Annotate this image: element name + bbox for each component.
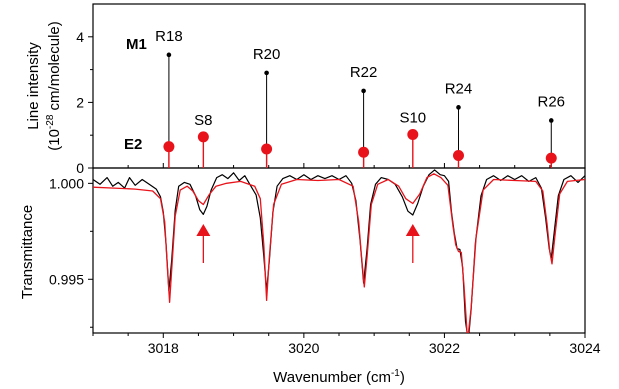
line-label-r24: R24 — [445, 80, 473, 97]
line-label-r20: R20 — [253, 46, 281, 63]
y-tick-label: 1.000 — [49, 175, 84, 191]
transmittance-traces — [93, 169, 585, 333]
y-tick-label: 4 — [76, 29, 84, 45]
m1-marker — [264, 70, 269, 76]
x-axis-title: Wavenumber (cm-1) — [273, 368, 405, 386]
y-tick-label: 0.995 — [49, 271, 84, 287]
e2-marker — [261, 143, 273, 155]
y-tick-label: 0 — [76, 160, 84, 176]
m1-marker — [166, 52, 172, 58]
x-tick-label: 3018 — [148, 340, 179, 356]
e2-marker — [407, 129, 419, 141]
series-label-m1: M1 — [126, 36, 147, 53]
transmittance-y-axis: 0.995 1.000 — [49, 175, 93, 328]
line-label-s8: S8 — [194, 112, 212, 129]
e2-marker — [452, 150, 464, 162]
e2-marker — [358, 146, 370, 158]
m1-marker — [548, 118, 554, 123]
transmittance-y-title: Transmittance — [19, 205, 36, 299]
e2-marker — [163, 141, 175, 153]
arrow-head — [196, 224, 211, 236]
intensity-y-axis: 0 2 4 — [76, 29, 586, 176]
x-tick-label: 3020 — [288, 340, 319, 356]
line-label-r22: R22 — [350, 64, 378, 81]
m1-marker — [456, 105, 461, 110]
arrow-head — [405, 224, 420, 236]
e2-marker — [545, 152, 557, 164]
arrows — [196, 224, 420, 263]
observed-trace — [93, 169, 585, 333]
wavenumber-x-axis: 3018 3020 3022 3024 — [92, 333, 601, 356]
line-label-r18: R18 — [155, 28, 183, 45]
line-label-r26: R26 — [537, 93, 565, 110]
series-label-e2: E2 — [124, 136, 142, 153]
e2-marker — [197, 131, 209, 143]
x-tick-label: 3022 — [429, 340, 460, 356]
line-label-s10: S10 — [399, 110, 426, 127]
x-tick-label: 3024 — [569, 340, 600, 356]
m1-marker — [361, 88, 366, 94]
intensity-stems: R18 R20 R22 R24 R26 S8 S10 — [155, 28, 565, 168]
intensity-y-title-line2: (10-28 cm/molecule) — [45, 21, 63, 151]
calculated-trace — [93, 173, 585, 333]
y-tick-label: 2 — [76, 94, 84, 110]
intensity-y-title-line1: Line intensity — [25, 42, 42, 130]
